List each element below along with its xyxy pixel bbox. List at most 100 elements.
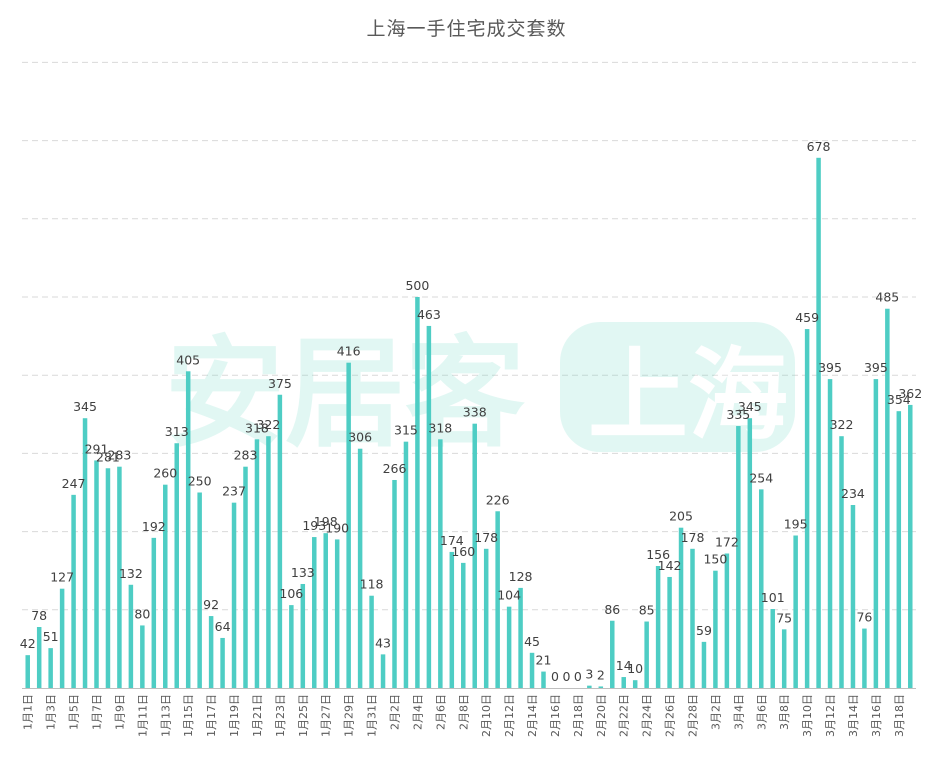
- value-label: 59: [696, 623, 712, 638]
- bar-3月6日: [759, 489, 764, 688]
- bar-1月20日: [243, 467, 248, 688]
- x-tick-label: 1月19日: [228, 694, 241, 737]
- value-label: 86: [604, 602, 620, 617]
- value-label: 416: [337, 344, 361, 359]
- x-tick-labels: 1月1日 1月3日 1月5日 1月7日 1月9日 1月11日 1月13日 1月15日 1月17日…: [22, 694, 906, 737]
- value-label: 195: [784, 517, 808, 532]
- x-tick-label: 2月20日: [595, 694, 608, 737]
- bar-2月5日: [427, 326, 432, 688]
- value-label: 237: [222, 484, 246, 499]
- watermark-right-text: 上海: [588, 337, 788, 454]
- bar-2月3日: [404, 442, 409, 688]
- bar-2月12日: [507, 607, 512, 688]
- value-label: 395: [864, 360, 888, 375]
- value-label: 678: [807, 139, 831, 154]
- value-label: 405: [176, 352, 200, 367]
- value-label: 42: [20, 636, 36, 651]
- bar-2月10日: [484, 549, 489, 688]
- value-label: 21: [536, 653, 552, 668]
- bar-3月13日: [839, 436, 844, 688]
- bar-1月3日: [48, 648, 53, 688]
- value-label: 150: [703, 552, 727, 567]
- bar-2月21日: [610, 621, 615, 688]
- value-label: 142: [658, 558, 682, 573]
- x-tick-label: 2月28日: [687, 694, 700, 737]
- x-tick-label: 1月31日: [366, 694, 379, 737]
- value-label: 128: [509, 569, 533, 584]
- value-label: 127: [50, 570, 74, 585]
- x-tick-label: 2月8日: [457, 694, 470, 730]
- bar-2月20日: [599, 686, 604, 688]
- x-tick-label: 1月13日: [159, 694, 172, 737]
- value-label: 172: [715, 535, 739, 550]
- bar-3月18日: [897, 411, 902, 688]
- bar-2月14日: [530, 653, 535, 688]
- value-label: 2: [597, 667, 605, 682]
- bar-1月22日: [266, 436, 271, 688]
- bar-2月25日: [656, 566, 661, 688]
- value-label: 345: [738, 399, 762, 414]
- x-tick-label: 2月4日: [411, 694, 424, 730]
- bar-1月23日: [278, 395, 283, 688]
- value-label: 78: [31, 608, 47, 623]
- x-tick-label: 3月18日: [893, 694, 906, 737]
- value-label: 190: [325, 520, 349, 535]
- bar-1月28日: [335, 539, 340, 688]
- value-label: 45: [524, 634, 540, 649]
- value-label: 362: [898, 386, 922, 401]
- value-label: 160: [451, 544, 475, 559]
- value-label: 80: [134, 606, 150, 621]
- x-tick-label: 1月21日: [251, 694, 264, 737]
- bar-2月2日: [392, 480, 397, 688]
- value-label: 266: [383, 461, 407, 476]
- x-tick-label: 3月4日: [732, 694, 745, 730]
- value-label: 178: [681, 530, 705, 545]
- bar-1月17日: [209, 616, 214, 688]
- watermark: 安居客 上海: [165, 322, 795, 464]
- bar-2月19日: [587, 686, 592, 688]
- bar-3月5日: [748, 418, 753, 688]
- x-tick-label: 1月25日: [297, 694, 310, 737]
- x-tick-label: 3月14日: [847, 694, 860, 737]
- bar-3月16日: [874, 379, 879, 688]
- bar-1月1日: [25, 655, 30, 688]
- value-label: 3: [585, 667, 593, 682]
- value-label: 43: [375, 635, 391, 650]
- value-label: 92: [203, 597, 219, 612]
- bar-3月11日: [816, 158, 821, 688]
- bar-1月5日: [71, 495, 76, 688]
- bar-3月1日: [702, 642, 707, 688]
- value-label: 101: [761, 590, 785, 605]
- value-label: 306: [348, 430, 372, 445]
- x-tick-label: 3月8日: [778, 694, 791, 730]
- value-label: 0: [562, 669, 570, 684]
- value-label: 283: [107, 448, 131, 463]
- value-label: 205: [669, 509, 693, 524]
- x-tick-label: 3月12日: [824, 694, 837, 737]
- x-tick-label: 1月3日: [45, 694, 58, 730]
- bar-2月8日: [461, 563, 466, 688]
- bar-1月15日: [186, 371, 191, 688]
- value-label: 0: [574, 669, 582, 684]
- bar-1月12日: [152, 538, 157, 688]
- x-tick-label: 1月1日: [22, 694, 35, 730]
- bar-1月13日: [163, 485, 168, 688]
- value-label: 104: [497, 588, 521, 603]
- value-label: 133: [291, 565, 315, 580]
- x-tick-label: 2月2日: [389, 694, 402, 730]
- bar-3月2日: [713, 571, 718, 688]
- bar-1月6日: [83, 418, 88, 688]
- value-label: 375: [268, 376, 292, 391]
- value-label: 318: [428, 420, 452, 435]
- bar-3月7日: [770, 609, 775, 688]
- value-label: 485: [875, 290, 899, 305]
- value-label: 500: [405, 278, 429, 293]
- value-label: 118: [360, 577, 384, 592]
- bar-1月26日: [312, 537, 317, 688]
- x-tick-label: 2月14日: [526, 694, 539, 737]
- bar-1月31日: [369, 596, 374, 688]
- bar-3月19日: [908, 405, 913, 688]
- value-label: 283: [234, 448, 258, 463]
- value-label: 322: [256, 417, 280, 432]
- bar-2月24日: [644, 622, 649, 688]
